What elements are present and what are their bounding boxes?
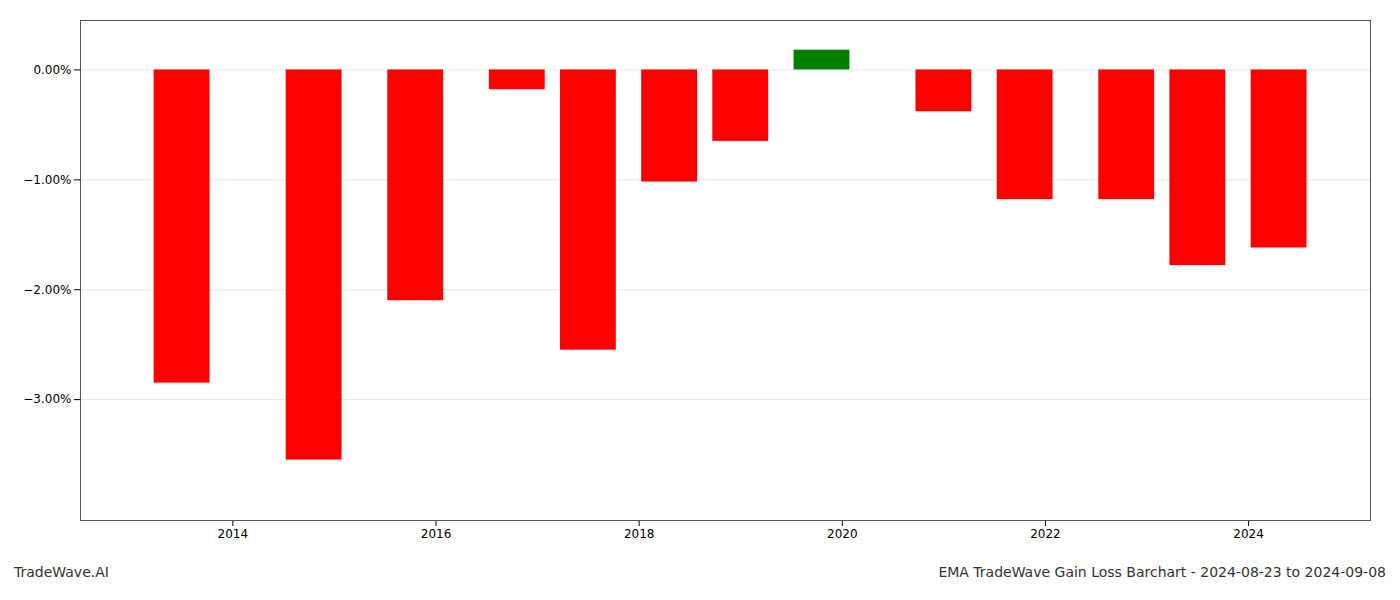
- svg-text:−1.00%: −1.00%: [23, 173, 71, 187]
- svg-text:2018: 2018: [624, 527, 655, 541]
- svg-text:2020: 2020: [827, 527, 858, 541]
- html-text:EMA TradeWave Gain Loss Barcha: EMA TradeWave Gain Loss Barchart - 2024-…: [938, 564, 1386, 580]
- svg-text:2022: 2022: [1030, 527, 1061, 541]
- svg-text:2014: 2014: [218, 527, 249, 541]
- svg-text:2016: 2016: [421, 527, 452, 541]
- html-text:TradeWave.AI: TradeWave.AI: [14, 564, 109, 580]
- svg-text:0.00%: 0.00%: [33, 63, 71, 77]
- svg-text:−3.00%: −3.00%: [23, 392, 71, 406]
- svg-text:−2.00%: −2.00%: [23, 283, 71, 297]
- svg-text:2024: 2024: [1233, 527, 1264, 541]
